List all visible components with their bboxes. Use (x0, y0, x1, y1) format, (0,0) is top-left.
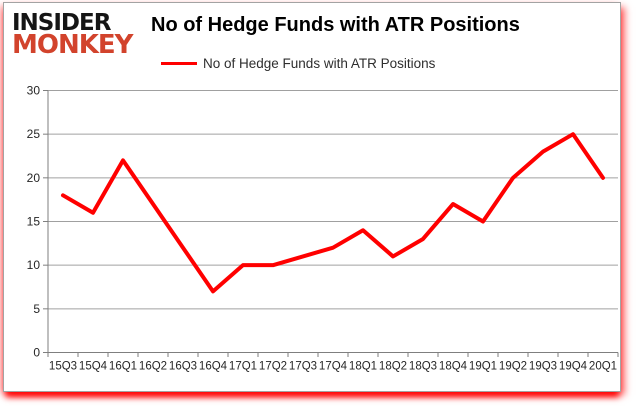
legend-line-swatch (161, 62, 197, 65)
y-tick-label: 5 (33, 302, 40, 316)
legend-label: No of Hedge Funds with ATR Positions (203, 56, 436, 71)
x-tick-label: 15Q4 (79, 361, 108, 373)
series-line (61, 132, 605, 294)
chart-legend: No of Hedge Funds with ATR Positions (161, 56, 435, 71)
y-tick-label: 0 (33, 346, 40, 360)
y-tick-label: 25 (27, 127, 41, 141)
y-tick-label: 15 (27, 215, 41, 229)
insider-monkey-logo: INSIDER MONKEY (12, 10, 133, 60)
chart-card: 0 5 10 15 20 25 30 15Q3 15Q4 16Q1 16Q2 16Q3 16Q4 17Q1… (3, 2, 621, 392)
x-tick-label: 17Q2 (259, 361, 287, 373)
x-tick-label: 19Q2 (499, 361, 527, 373)
x-tick-label: 15Q3 (49, 361, 77, 373)
logo-insider: INSIDER (12, 10, 111, 36)
x-tick-label: 19Q3 (529, 361, 557, 373)
x-tick-label: 18Q1 (349, 361, 377, 373)
x-tick-label: 18Q3 (409, 361, 437, 373)
x-tick-label: 16Q3 (169, 361, 197, 373)
x-tick-label: 18Q2 (379, 361, 407, 373)
line-chart: 0 5 10 15 20 25 30 15Q3 15Q4 16Q1 16Q2 16Q3 16Q4 17Q1… (27, 84, 619, 373)
y-tick-label: 20 (27, 171, 41, 185)
chart-title: No of Hedge Funds with ATR Positions (151, 14, 520, 36)
x-tick-label: 19Q1 (469, 361, 497, 373)
x-tick-label: 20Q1 (589, 361, 617, 373)
x-tick-label: 17Q4 (319, 361, 348, 373)
y-tick-label: 10 (27, 258, 41, 272)
y-tick-label: 30 (27, 84, 41, 98)
x-tick-label: 16Q4 (199, 361, 228, 373)
x-tick-label: 16Q2 (139, 361, 167, 373)
x-tick-label: 19Q4 (559, 361, 588, 373)
logo-monkey: MONKEY (12, 30, 133, 60)
x-tick-label: 18Q4 (439, 361, 468, 373)
x-tick-label: 16Q1 (109, 361, 137, 373)
x-tick-label: 17Q3 (289, 361, 317, 373)
x-tick-label: 17Q1 (229, 361, 257, 373)
